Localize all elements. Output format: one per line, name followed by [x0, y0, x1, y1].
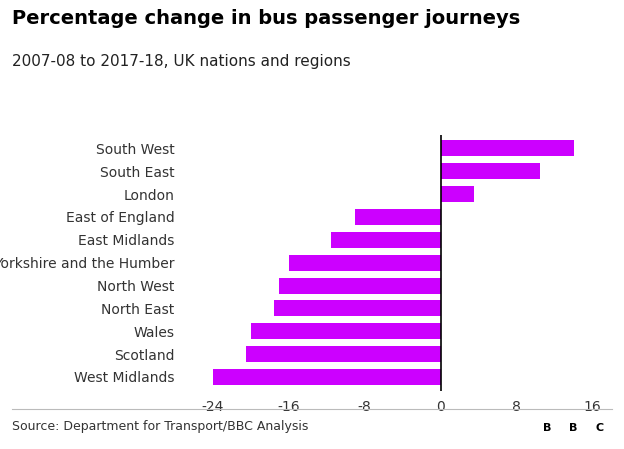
Text: C: C [595, 423, 603, 433]
Bar [288, 255, 441, 271]
Bar [441, 186, 474, 202]
Text: Percentage change in bus passenger journeys: Percentage change in bus passenger journ… [12, 9, 521, 28]
Bar [441, 163, 540, 179]
Text: Source: Department for Transport/BBC Analysis: Source: Department for Transport/BBC Ana… [12, 420, 309, 433]
Bar [331, 232, 441, 248]
Bar [441, 141, 573, 156]
Bar [355, 209, 441, 225]
Bar [213, 369, 441, 385]
Text: B: B [569, 423, 577, 433]
Bar [275, 300, 441, 317]
FancyBboxPatch shape [588, 414, 610, 442]
FancyBboxPatch shape [562, 414, 585, 442]
Text: 2007-08 to 2017-18, UK nations and regions: 2007-08 to 2017-18, UK nations and regio… [12, 54, 351, 69]
Text: B: B [543, 423, 552, 433]
FancyBboxPatch shape [536, 414, 558, 442]
Bar [279, 277, 441, 294]
Bar [246, 346, 441, 362]
Bar [251, 323, 441, 339]
